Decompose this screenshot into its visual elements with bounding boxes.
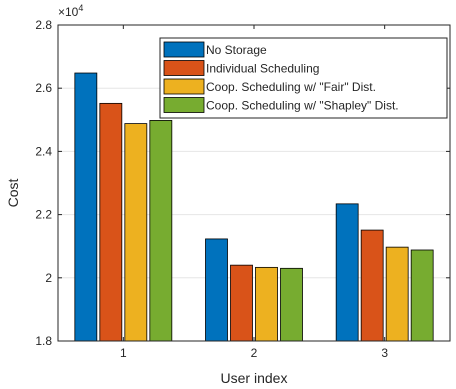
bar: [385, 246, 409, 342]
y-tick-label: 2.6: [35, 81, 52, 95]
legend-label: Coop. Scheduling w/ "Shapley" Dist.: [206, 99, 399, 113]
x-tick-label: 3: [381, 346, 388, 360]
legend-label: No Storage: [206, 43, 267, 57]
bar: [280, 267, 303, 342]
y-tick-label: 2.2: [35, 208, 52, 222]
legend-box: [159, 37, 448, 119]
x-tick-label: 2: [251, 346, 258, 360]
y-ticks: 1.8 2 2.2 2.4 2.6 2.8: [35, 18, 450, 348]
y-tick-label: 2.4: [35, 144, 52, 158]
legend-swatch: [163, 78, 205, 95]
x-axis-label: User index: [221, 370, 288, 386]
legend-swatch: [163, 60, 205, 76]
legend-swatch: [163, 97, 205, 113]
legend-label: Coop. Scheduling w/ "Fair" Dist.: [206, 80, 376, 94]
bar: [99, 102, 123, 342]
y-axis-label: Cost: [5, 179, 21, 208]
legend: No Storage Individual Scheduling Coop. Sch…: [159, 37, 448, 119]
bar: [230, 264, 253, 342]
x-ticks: 1 2 3: [120, 25, 388, 360]
legend-swatch: [163, 41, 205, 58]
bar: [410, 249, 434, 342]
bar: [124, 123, 148, 342]
bar: [360, 229, 384, 342]
y-exponent-label: ×104: [58, 3, 83, 19]
bar: [74, 72, 98, 342]
y-tick-label: 2: [45, 271, 52, 285]
bar: [149, 120, 173, 342]
bar: [335, 203, 359, 342]
y-exponent-power: 4: [78, 3, 83, 13]
y-tick-label: 1.8: [35, 334, 52, 348]
legend-label: Individual Scheduling: [206, 62, 319, 76]
y-tick-label: 2.8: [35, 18, 52, 32]
x-tick-label: 1: [120, 346, 127, 360]
bar: [205, 238, 228, 342]
bar: [255, 266, 278, 342]
bars: [74, 72, 434, 342]
